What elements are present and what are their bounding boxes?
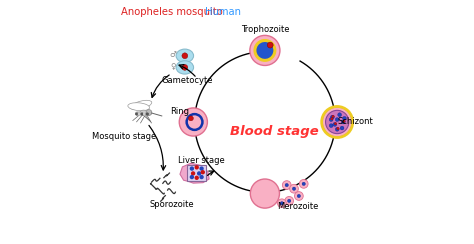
Circle shape <box>283 181 291 189</box>
Circle shape <box>331 118 333 120</box>
Text: Blood stage: Blood stage <box>230 125 319 138</box>
Circle shape <box>250 179 280 208</box>
Circle shape <box>335 118 339 122</box>
Text: Liver stage: Liver stage <box>178 156 225 165</box>
Circle shape <box>146 110 152 115</box>
FancyBboxPatch shape <box>187 165 206 182</box>
Ellipse shape <box>142 112 146 115</box>
Circle shape <box>294 192 303 200</box>
Text: Anopheles mosquito: Anopheles mosquito <box>120 7 222 17</box>
Text: ♀: ♀ <box>170 62 175 71</box>
Ellipse shape <box>144 112 148 115</box>
Ellipse shape <box>176 49 193 62</box>
Ellipse shape <box>140 112 144 116</box>
Circle shape <box>194 176 199 180</box>
Circle shape <box>189 116 193 121</box>
Circle shape <box>332 115 334 118</box>
Ellipse shape <box>138 112 141 116</box>
Ellipse shape <box>136 112 140 115</box>
Circle shape <box>290 184 298 193</box>
Polygon shape <box>180 163 209 183</box>
Circle shape <box>182 64 188 70</box>
Text: Trophozoite: Trophozoite <box>241 25 289 34</box>
Circle shape <box>182 53 188 59</box>
Circle shape <box>341 120 345 124</box>
Circle shape <box>200 166 204 171</box>
Ellipse shape <box>130 100 152 110</box>
Circle shape <box>200 175 204 179</box>
Ellipse shape <box>137 112 142 115</box>
Ellipse shape <box>128 103 150 111</box>
Circle shape <box>334 122 337 125</box>
Text: Human: Human <box>205 7 241 17</box>
Circle shape <box>329 124 333 128</box>
Circle shape <box>300 180 308 188</box>
Ellipse shape <box>176 61 193 74</box>
Circle shape <box>322 107 352 137</box>
Circle shape <box>337 113 342 117</box>
Circle shape <box>190 166 194 171</box>
Circle shape <box>267 42 273 48</box>
Circle shape <box>330 115 334 119</box>
Circle shape <box>197 171 201 176</box>
Circle shape <box>340 126 344 130</box>
Circle shape <box>280 202 283 205</box>
Ellipse shape <box>140 110 147 115</box>
Circle shape <box>343 120 345 122</box>
Circle shape <box>297 194 301 198</box>
Circle shape <box>285 196 293 205</box>
Circle shape <box>191 171 195 176</box>
Circle shape <box>250 35 280 65</box>
Text: Schizont: Schizont <box>337 118 373 126</box>
Ellipse shape <box>135 112 138 116</box>
Text: Merozoite: Merozoite <box>277 203 319 211</box>
Ellipse shape <box>143 112 146 116</box>
Circle shape <box>333 122 337 126</box>
Text: Mosquito stage: Mosquito stage <box>92 132 156 141</box>
Text: Sporozoite: Sporozoite <box>149 200 194 209</box>
Ellipse shape <box>146 112 151 115</box>
Text: ♂: ♂ <box>169 50 176 59</box>
Circle shape <box>277 199 286 208</box>
Circle shape <box>255 41 274 60</box>
Circle shape <box>329 118 333 122</box>
Circle shape <box>343 116 346 120</box>
Circle shape <box>194 165 199 170</box>
Circle shape <box>292 187 296 190</box>
Circle shape <box>201 170 205 174</box>
Circle shape <box>302 182 305 186</box>
Circle shape <box>190 175 194 179</box>
Ellipse shape <box>140 112 144 115</box>
Circle shape <box>337 127 339 130</box>
Ellipse shape <box>146 112 149 116</box>
Circle shape <box>285 183 289 187</box>
Text: Gametocyte: Gametocyte <box>162 76 213 85</box>
Circle shape <box>287 199 291 203</box>
Circle shape <box>335 127 339 131</box>
Circle shape <box>326 110 349 134</box>
Circle shape <box>179 108 208 136</box>
Text: Ring: Ring <box>170 107 189 116</box>
